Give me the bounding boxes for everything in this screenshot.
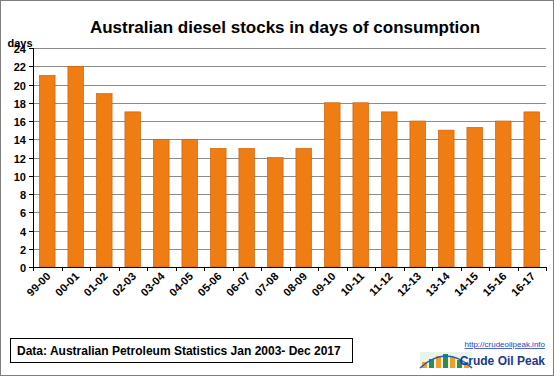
logo-url: http://crudeoilpeak.info xyxy=(465,340,546,349)
x-tick xyxy=(261,267,262,271)
x-tick xyxy=(461,267,462,271)
y-tick xyxy=(29,212,33,213)
x-tick-label: 09-10 xyxy=(309,270,337,298)
x-axis xyxy=(33,267,546,268)
bar xyxy=(96,94,112,267)
title: Australian diesel stocks in days of cons… xyxy=(90,18,480,37)
y-tick-label: 20 xyxy=(14,80,26,92)
y-tick xyxy=(29,139,33,140)
grid-line xyxy=(33,85,546,86)
y-tick xyxy=(29,103,33,104)
x-tick xyxy=(204,267,205,271)
x-tick xyxy=(233,267,234,271)
y-tick-label: 16 xyxy=(14,116,26,128)
bar xyxy=(182,139,198,267)
bar xyxy=(296,148,312,267)
x-tick xyxy=(489,267,490,271)
x-tick xyxy=(119,267,120,271)
y-tick xyxy=(29,48,33,49)
x-tick-label: 99-00 xyxy=(24,270,52,298)
x-tick-label: 07-08 xyxy=(252,270,280,298)
x-tick xyxy=(90,267,91,271)
x-tick-label: 04-05 xyxy=(167,270,195,298)
x-tick-label: 14-15 xyxy=(452,270,480,298)
x-tick-label: 12-13 xyxy=(395,270,423,298)
x-tick-label: 03-04 xyxy=(138,269,167,298)
x-tick xyxy=(404,267,405,271)
bar xyxy=(39,75,55,267)
x-tick-label: 00-01 xyxy=(53,270,81,298)
y-tick-label: 0 xyxy=(20,262,26,274)
y-tick xyxy=(29,231,33,232)
x-tick xyxy=(318,267,319,271)
x-tick-label: 08-09 xyxy=(281,270,309,298)
y-tick-label: 10 xyxy=(14,171,26,183)
x-tick-label: 06-07 xyxy=(224,270,252,298)
x-tick xyxy=(347,267,348,271)
logo-text: Crude Oil Peak xyxy=(460,354,546,368)
y-tick-label: 14 xyxy=(14,134,27,146)
x-tick-label: 01-02 xyxy=(81,270,109,298)
x-tick-label: 15-16 xyxy=(480,270,508,298)
logo-shape xyxy=(450,357,455,368)
y-tick-label: 6 xyxy=(20,207,26,219)
bar xyxy=(467,127,483,267)
chart-root: Australian diesel stocks in days of cons… xyxy=(0,0,554,376)
y-tick-label: 12 xyxy=(14,153,26,165)
bar xyxy=(68,66,84,267)
grid-line xyxy=(33,48,546,49)
grid-line xyxy=(33,66,546,67)
y-tick-label: 22 xyxy=(14,61,26,73)
y-tick xyxy=(29,85,33,86)
bar xyxy=(125,112,141,267)
x-tick xyxy=(518,267,519,271)
bar xyxy=(324,103,340,267)
y-tick xyxy=(29,158,33,159)
y-tick xyxy=(29,194,33,195)
x-tick-label: 16-17 xyxy=(509,270,537,298)
y-tick xyxy=(29,267,33,268)
x-tick xyxy=(62,267,63,271)
bar xyxy=(239,148,255,267)
grid-line xyxy=(33,267,546,268)
x-tick-label: 10-11 xyxy=(338,270,366,298)
x-tick xyxy=(147,267,148,271)
bar xyxy=(524,112,540,267)
y-tick-label: 8 xyxy=(20,189,26,201)
x-tick-label: 02-03 xyxy=(110,270,138,298)
chart-frame xyxy=(1,1,554,376)
x-tick xyxy=(33,267,34,271)
y-axis xyxy=(33,48,34,267)
bar xyxy=(153,139,169,267)
x-tick xyxy=(290,267,291,271)
y-tick-label: 18 xyxy=(14,98,26,110)
bar xyxy=(353,103,369,267)
bar xyxy=(495,121,511,267)
y-tick-label: 2 xyxy=(20,244,26,256)
x-tick xyxy=(546,267,547,271)
y-tick xyxy=(29,176,33,177)
bar xyxy=(267,158,283,268)
y-tick xyxy=(29,249,33,250)
y-tick-label: 24 xyxy=(14,43,27,55)
bar xyxy=(210,148,226,267)
x-tick xyxy=(432,267,433,271)
x-tick xyxy=(375,267,376,271)
x-tick-label: 11-12 xyxy=(367,270,395,298)
source-note: Data: Australian Petroleum Statistics Ja… xyxy=(17,344,341,358)
x-tick xyxy=(176,267,177,271)
bar xyxy=(381,112,397,267)
y-tick xyxy=(29,66,33,67)
y-tick-label: 4 xyxy=(20,226,27,238)
chart-svg: Australian diesel stocks in days of cons… xyxy=(0,0,554,376)
bar xyxy=(438,130,454,267)
y-tick xyxy=(29,121,33,122)
source-box xyxy=(11,339,353,363)
x-tick-label: 05-06 xyxy=(195,270,223,298)
x-tick-label: 13-14 xyxy=(423,269,452,298)
bar xyxy=(410,121,426,267)
bars xyxy=(39,66,539,267)
grid xyxy=(33,49,546,268)
